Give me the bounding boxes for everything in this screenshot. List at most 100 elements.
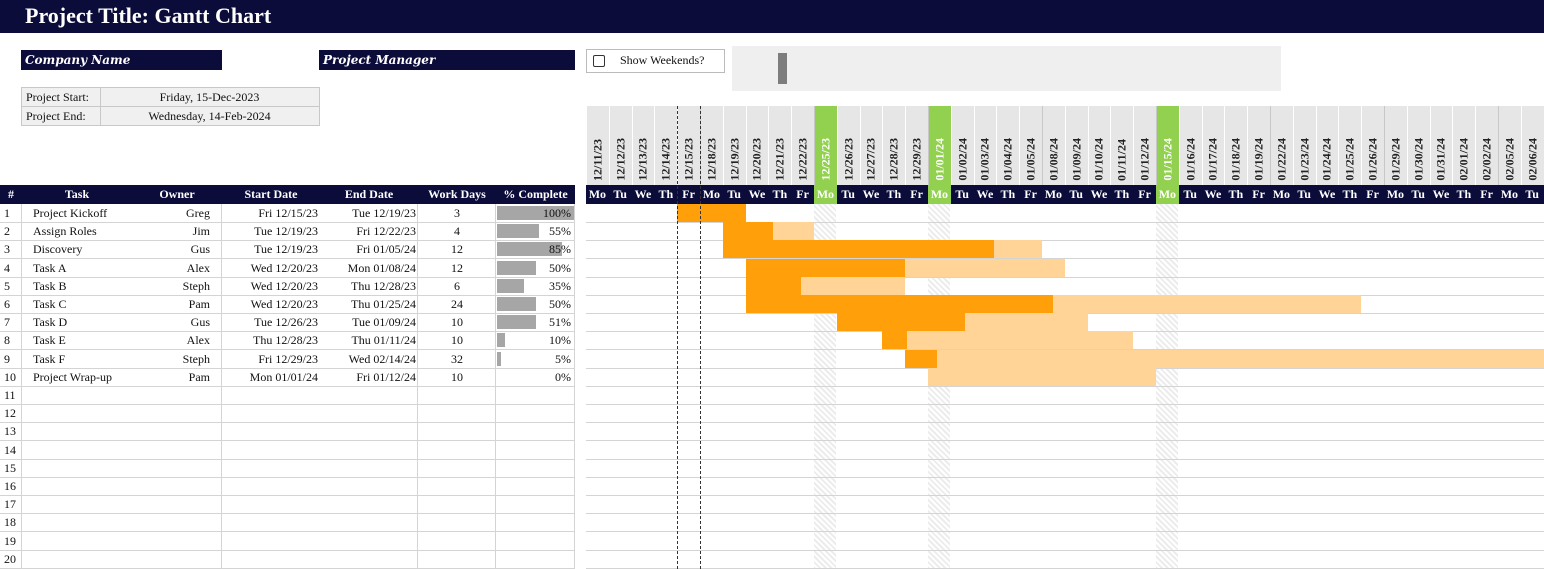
task-work-days[interactable]: 10 [451, 333, 463, 348]
task-end-date[interactable]: Thu 12/28/23 [351, 278, 416, 293]
table-row[interactable]: 3 Discovery Gus Tue 12/19/23 Fri 01/05/24 12 8… [0, 240, 575, 260]
task-name[interactable]: Discovery [33, 242, 83, 257]
task-number: 17 [4, 497, 16, 512]
project-manager-field[interactable]: Project Manager [319, 50, 575, 70]
task-work-days[interactable]: 6 [454, 278, 460, 293]
task-name[interactable]: Task E [33, 333, 66, 348]
table-row[interactable]: 7 Task D Gus Tue 12/26/23 Tue 01/09/24 10 51% [0, 313, 575, 333]
task-owner[interactable]: Alex [186, 333, 210, 348]
task-end-date[interactable]: Thu 01/25/24 [351, 297, 416, 311]
company-name-field[interactable]: Company Name [21, 50, 222, 70]
task-percent-complete[interactable]: 35% [549, 278, 571, 293]
task-start-date[interactable]: Fri 12/15/23 [258, 206, 318, 220]
project-start-value[interactable]: Friday, 15-Dec-2023 [159, 90, 260, 104]
table-row[interactable]: 18 [0, 513, 575, 533]
date-column-header: 01/30/24 [1406, 106, 1430, 185]
task-work-days[interactable]: 32 [451, 351, 463, 366]
task-owner[interactable]: Pam [188, 297, 210, 311]
task-owner[interactable]: Gus [190, 242, 210, 257]
table-row[interactable]: 6 Task C Pam Wed 12/20/23 Thu 01/25/24 24 50% [0, 295, 575, 314]
table-row[interactable]: 10 Project Wrap-up Pam Mon 01/01/24 Fri 01/1… [0, 368, 575, 387]
table-row[interactable]: 12 [0, 404, 575, 424]
task-start-date[interactable]: Fri 12/29/23 [258, 351, 318, 366]
task-owner[interactable]: Steph [182, 278, 210, 293]
table-row[interactable]: 17 [0, 495, 575, 515]
task-work-days[interactable]: 4 [454, 224, 460, 239]
task-start-date[interactable]: Wed 12/20/23 [250, 297, 318, 311]
task-start-date[interactable]: Wed 12/20/23 [250, 260, 318, 275]
gantt-row [586, 259, 1544, 278]
date-column-header: 01/04/24 [996, 106, 1019, 185]
task-name[interactable]: Task B [33, 278, 67, 293]
task-name[interactable]: Task C [33, 297, 67, 311]
date-label: 01/05/24 [1023, 138, 1038, 181]
task-owner[interactable]: Greg [186, 206, 210, 220]
task-owner[interactable]: Steph [182, 351, 210, 366]
task-bar-complete [722, 240, 995, 259]
table-row[interactable]: 1 Project Kickoff Greg Fri 12/15/23 Tue 12/1… [0, 204, 575, 223]
date-label: 01/19/24 [1251, 138, 1266, 181]
task-start-date[interactable]: Tue 12/26/23 [254, 315, 318, 330]
task-end-date[interactable]: Fri 12/22/23 [356, 224, 416, 239]
table-row[interactable]: 9 Task F Steph Fri 12/29/23 Wed 02/14/24 32 5% [0, 350, 575, 369]
task-work-days[interactable]: 24 [451, 297, 463, 311]
task-owner[interactable]: Pam [188, 369, 210, 384]
task-name[interactable]: Assign Roles [33, 224, 97, 239]
table-row[interactable]: 14 [0, 441, 575, 460]
table-row[interactable]: 15 [0, 459, 575, 478]
task-percent-complete[interactable]: 55% [549, 224, 571, 239]
table-row[interactable]: 13 [0, 422, 575, 442]
task-work-days[interactable]: 12 [451, 260, 463, 275]
checkbox-icon[interactable] [593, 55, 605, 67]
date-column-header: 12/20/23 [745, 106, 769, 185]
task-percent-complete[interactable]: 100% [543, 206, 571, 220]
task-start-date[interactable]: Tue 12/19/23 [254, 242, 318, 257]
task-end-date[interactable]: Tue 12/19/23 [352, 206, 416, 220]
task-start-date[interactable]: Wed 12/20/23 [250, 278, 318, 293]
task-name[interactable]: Task A [33, 260, 67, 275]
task-work-days[interactable]: 10 [451, 315, 463, 330]
date-column-header: 01/29/24 [1384, 106, 1407, 185]
task-end-date[interactable]: Tue 01/09/24 [352, 315, 416, 330]
task-work-days[interactable]: 10 [451, 369, 463, 384]
task-end-date[interactable]: Mon 01/08/24 [347, 260, 416, 275]
task-name[interactable]: Project Kickoff [33, 206, 108, 220]
timeline-scrollbar[interactable] [732, 46, 1281, 91]
task-percent-complete[interactable]: 85% [549, 242, 571, 257]
date-label: 01/24/24 [1319, 138, 1334, 181]
table-row[interactable]: 4 Task A Alex Wed 12/20/23 Mon 01/08/24 12 50% [0, 259, 575, 278]
task-owner[interactable]: Jim [192, 224, 210, 239]
project-end-label: Project End: [26, 107, 101, 125]
date-column-header: 01/22/24 [1270, 106, 1293, 185]
task-start-date[interactable]: Tue 12/19/23 [254, 224, 318, 239]
task-end-date[interactable]: Wed 02/14/24 [348, 351, 416, 366]
scrollbar-thumb[interactable] [778, 53, 787, 84]
task-name[interactable]: Project Wrap-up [33, 369, 112, 384]
table-row[interactable]: 16 [0, 477, 575, 496]
table-row[interactable]: 8 Task E Alex Thu 12/28/23 Thu 01/11/24 10 10% [0, 331, 575, 351]
task-owner[interactable]: Gus [190, 315, 210, 330]
task-percent-complete[interactable]: 50% [549, 260, 571, 275]
table-row[interactable]: 2 Assign Roles Jim Tue 12/19/23 Fri 12/22/23… [0, 222, 575, 242]
task-name[interactable]: Task F [33, 351, 66, 366]
task-end-date[interactable]: Fri 01/05/24 [356, 242, 416, 257]
task-work-days[interactable]: 12 [451, 242, 463, 257]
table-row[interactable]: 5 Task B Steph Wed 12/20/23 Thu 12/28/23 6 35% [0, 277, 575, 296]
task-percent-complete[interactable]: 10% [549, 333, 571, 348]
task-percent-complete[interactable]: 51% [549, 315, 571, 330]
table-row[interactable]: 11 [0, 386, 575, 405]
task-end-date[interactable]: Fri 01/12/24 [356, 369, 416, 384]
table-row[interactable]: 20 [0, 550, 575, 569]
task-work-days[interactable]: 3 [454, 206, 460, 220]
task-start-date[interactable]: Mon 01/01/24 [249, 369, 318, 384]
table-row[interactable]: 19 [0, 532, 575, 551]
task-owner[interactable]: Alex [186, 260, 210, 275]
task-start-date[interactable]: Thu 12/28/23 [253, 333, 318, 348]
task-percent-complete[interactable]: 0% [555, 369, 571, 384]
show-weekends-toggle[interactable]: Show Weekends? [586, 49, 725, 73]
task-percent-complete[interactable]: 50% [549, 297, 571, 311]
task-percent-complete[interactable]: 5% [555, 351, 571, 366]
task-end-date[interactable]: Thu 01/11/24 [351, 333, 416, 348]
gantt-row [586, 277, 1544, 296]
task-name[interactable]: Task D [33, 315, 68, 330]
